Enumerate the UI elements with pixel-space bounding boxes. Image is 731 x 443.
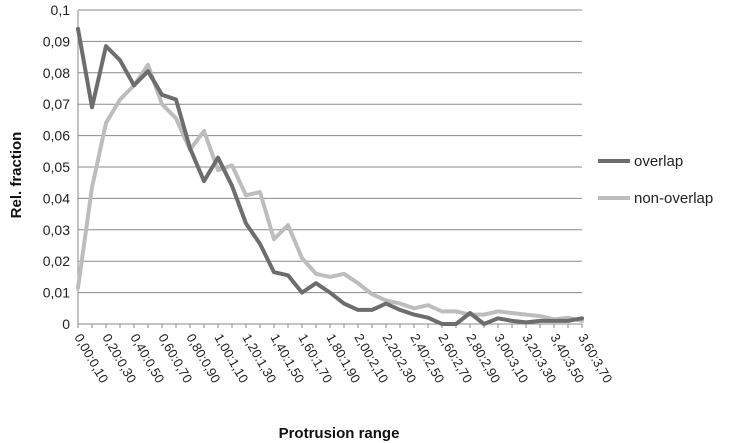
series-line-overlap <box>76 26 584 326</box>
series-lines <box>76 26 584 326</box>
y-tick-label: 0,09 <box>43 33 70 49</box>
y-axis-title: Rel. fraction <box>8 132 25 219</box>
gridlines <box>78 9 582 294</box>
x-axis-title: Protrusion range <box>279 425 400 442</box>
y-tick-label: 0,02 <box>43 253 70 269</box>
y-tick-label: 0,06 <box>43 128 70 144</box>
legend-label-non-overlap: non-overlap <box>634 190 713 207</box>
y-tick-label: 0,08 <box>43 65 70 81</box>
series-line-non-overlap <box>76 62 584 323</box>
y-tick-label: 0,1 <box>51 2 71 18</box>
legend: overlap non-overlap <box>598 153 713 207</box>
y-tick-label: 0,03 <box>43 222 70 238</box>
y-tick-label: 0,01 <box>43 285 70 301</box>
y-tick-label: 0 <box>62 316 70 332</box>
y-tick-label: 0,07 <box>43 96 70 112</box>
x-tick-labels: 0,00:0,100,20:0,300,40:0,500,60:0,700,80… <box>71 331 615 385</box>
legend-label-overlap: overlap <box>634 153 683 170</box>
y-tick-label: 0,04 <box>43 190 70 206</box>
y-tick-labels: 0 0,01 0,02 0,03 0,04 0,05 0,06 0,07 0,08 0,09 0,1 <box>43 2 70 332</box>
y-tick-label: 0,05 <box>43 159 70 175</box>
axes <box>77 10 583 328</box>
